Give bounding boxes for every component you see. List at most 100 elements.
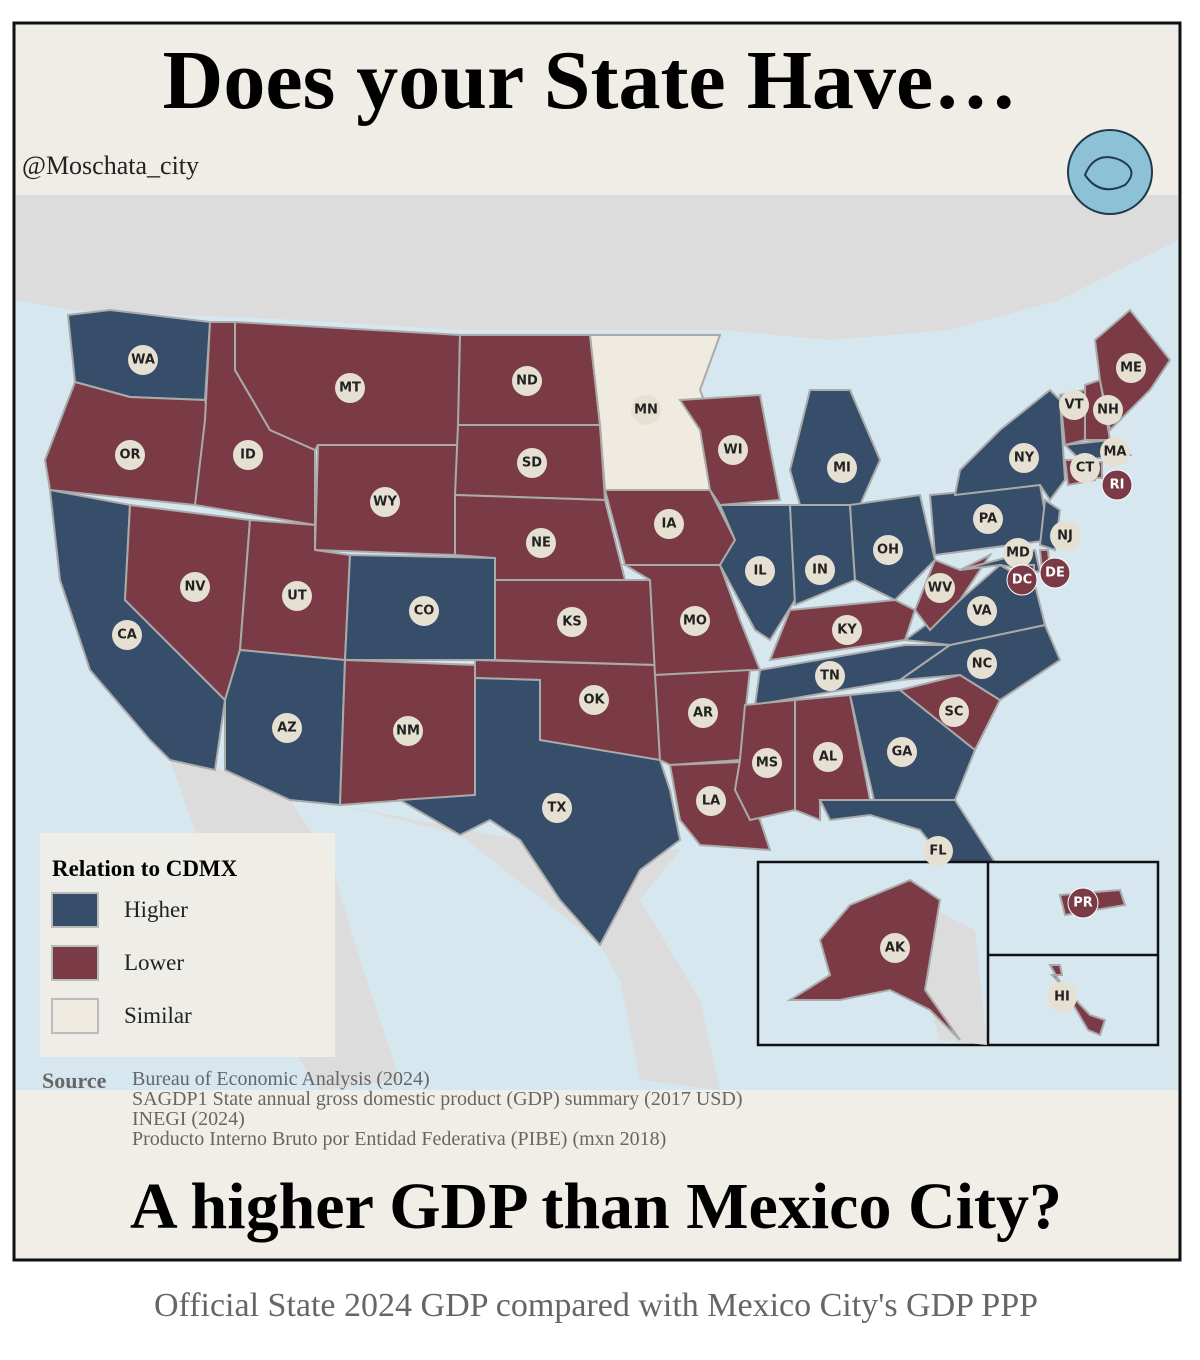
state-label: MT [339,381,361,396]
state-label: OR [119,448,140,463]
state-badge [1100,437,1130,467]
state-badge [1039,557,1071,589]
legend-label: Similar [124,1003,192,1028]
state-badge [925,573,955,603]
state-badge [128,345,158,375]
state-badge [542,793,572,823]
footer-band [16,1090,1178,1258]
state-label: MA [1104,445,1127,460]
state-badge [688,698,718,728]
state-label: HI [1054,990,1070,1005]
title: Does your State Have… [163,34,1018,127]
legend-label: Lower [124,950,184,975]
state-shape [396,676,682,947]
state-badge [880,933,910,963]
state-badge [654,509,684,539]
legend: Higher Lower Similar [51,892,192,1034]
land-canada-inset [925,905,987,1045]
state-label: MS [756,756,778,771]
state-label: KS [562,615,581,630]
state-badge [680,606,710,636]
state-shape [786,878,961,1041]
state-badge [335,373,365,403]
state-badge [1101,469,1133,501]
states [43,308,1172,947]
state-label: NC [972,657,992,672]
state-label: VT [1065,398,1084,413]
state-label: KY [837,623,857,638]
state-label: WA [131,353,155,368]
state-badge [512,366,542,396]
badges: WA OR CA ID NV MT WY UT AZ CO NM ND SD NE KS OK TX MN IA MO… [112,345,1146,1012]
state-badge [579,685,609,715]
state-badge [873,535,903,565]
state-badge [409,596,439,626]
state-shape [1048,964,1107,1037]
state-shape [953,388,1067,502]
state-label: UT [287,589,307,604]
state-label: WY [373,495,397,510]
subtitle: Official State 2024 GDP compared with Me… [154,1287,1038,1324]
state-badge [370,487,400,517]
state-label: VA [972,604,991,619]
legend-swatch [51,892,99,928]
state-label: ME [1120,361,1142,376]
state-badge [1116,353,1146,383]
legend-label: Higher [124,897,188,922]
state-label: NJ [1057,529,1073,544]
state-label: OK [583,693,605,708]
state-label: AK [885,941,906,956]
source-line: Producto Interno Bruto por Entidad Feder… [132,1128,666,1150]
state-badge [282,581,312,611]
source-line: SAGDP1 State annual gross domestic produ… [132,1088,743,1110]
state-label: PA [979,512,997,527]
state-label: NY [1014,451,1035,466]
handle: @Moschata_city [22,151,199,180]
state-label: IN [812,563,828,578]
state-label: IA [662,517,677,532]
state-badge [967,596,997,626]
state-badge [1047,982,1077,1012]
state-badge [815,661,845,691]
state-label: CA [117,628,137,643]
logo [1067,129,1153,215]
state-badge [973,504,1003,534]
state-label: ND [516,374,538,389]
source-line: INEGI (2024) [132,1108,245,1130]
state-badge [1009,443,1039,473]
state-label: MI [833,461,851,476]
state-badge [1059,390,1089,420]
state-label: SC [945,705,964,720]
state-label: WV [928,581,952,596]
state-label: GA [892,745,913,760]
state-label: NE [531,536,551,551]
state-label: TX [548,801,567,816]
state-label: ID [240,448,256,463]
state-badge [832,615,862,645]
state-badge [115,440,145,470]
state-badge [718,435,748,465]
state-label: CO [414,604,435,619]
state-label: SD [522,456,542,471]
state-label: DC [1012,573,1032,588]
source-line: Bureau of Economic Analysis (2024) [132,1068,430,1090]
state-label: FL [929,844,946,859]
state-label: AZ [277,721,297,736]
state-label: DE [1045,566,1065,581]
state-label: NV [185,580,206,595]
state-badge [393,716,423,746]
legend-swatch [51,945,99,981]
state-label: LA [702,794,720,809]
state-badge [827,453,857,483]
state-label: AR [693,706,713,721]
state-badge [526,528,556,558]
footer-title: A higher GDP than Mexico City? [130,1170,1062,1243]
state-badge [1003,538,1033,568]
state-badge [939,697,969,727]
state-badge [631,395,661,425]
state-badge [923,836,953,866]
state-label: MN [634,403,658,418]
state-badge [745,556,775,586]
